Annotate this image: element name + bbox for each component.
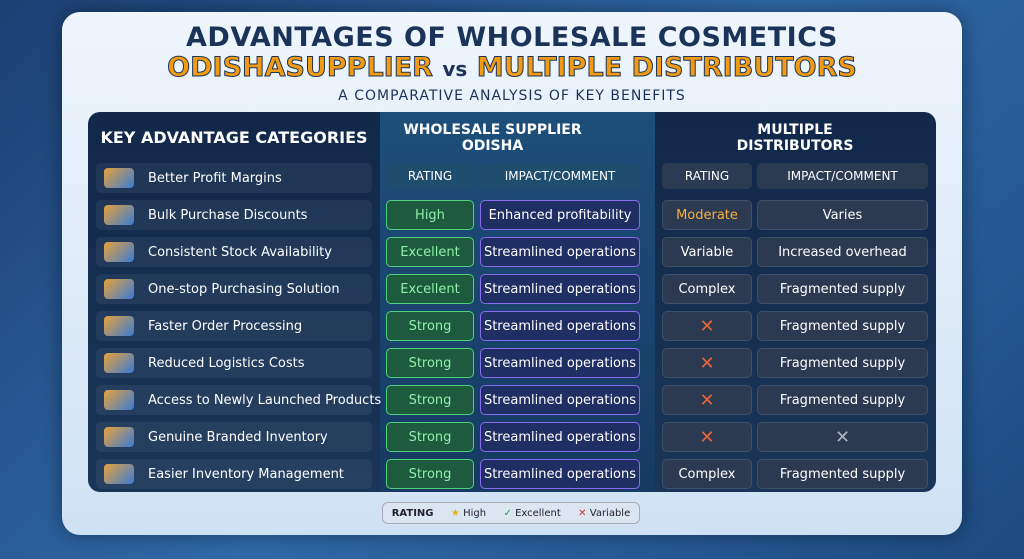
title: ADVANTAGES OF WHOLESALE COSMETICS	[186, 22, 838, 53]
table-cell: Strong	[386, 385, 474, 415]
legend-label: Variable	[589, 507, 631, 519]
table-cell: Strong	[386, 459, 474, 489]
icon	[104, 242, 134, 262]
icon	[104, 390, 134, 410]
table-cell: Streamlined operations	[480, 422, 640, 452]
table-cell: Enhanced profitability	[480, 200, 640, 230]
table-cell: Increased overhead	[757, 237, 928, 267]
icon	[104, 168, 134, 188]
legend-item: ✕ Variable	[578, 507, 631, 519]
table-cell: ✕	[757, 422, 928, 452]
table-cell: Fragmented supply	[757, 459, 928, 489]
icon	[104, 205, 134, 225]
category: Access to Newly Launched Products	[96, 385, 381, 415]
category: Better Profit Margins	[96, 163, 372, 193]
table-cell: High	[386, 200, 474, 230]
table-cell: Excellent	[386, 274, 474, 304]
table-cell: Fragmented supply	[757, 385, 928, 415]
table-cell: Strong	[386, 311, 474, 341]
table-cell: Strong	[386, 348, 474, 378]
category: Faster Order Processing	[96, 311, 372, 341]
icon	[104, 353, 134, 373]
category-header: KEY ADVANTAGE CATEGORIES	[100, 128, 368, 147]
title-part: MULTIPLE DISTRIBUTORS	[476, 52, 857, 84]
table-cell: Streamlined operations	[480, 459, 640, 489]
table-cell: Moderate	[662, 200, 752, 230]
table-cell: Streamlined operations	[480, 311, 640, 341]
title-line2: ODISHASUPPLIER vs MULTIPLE DISTRIBUTORS	[62, 52, 962, 84]
table-cell: Streamlined operations	[480, 385, 640, 415]
category: Consistent Stock Availability	[96, 237, 372, 267]
icon	[104, 427, 134, 447]
column-header: RATING	[386, 163, 474, 189]
title-part: ODISHASUPPLIER	[167, 52, 434, 84]
column-header: RATING	[662, 163, 752, 189]
legend-item: ✓ Excellent	[503, 507, 561, 519]
legend-item: ★ High	[450, 507, 487, 519]
table-cell: ✕	[662, 348, 752, 378]
table-cell: Streamlined operations	[480, 237, 640, 267]
table-cell: Streamlined operations	[480, 274, 640, 304]
group-title: WHOLESALE SUPPLIER ODISHA	[403, 122, 582, 154]
table-cell: Complex	[662, 274, 752, 304]
table-cell: Streamlined operations	[480, 348, 640, 378]
table-cell: Strong	[386, 422, 474, 452]
table-cell: Fragmented supply	[757, 274, 928, 304]
category: Easier Inventory Management	[96, 459, 372, 489]
table-cell: Fragmented supply	[757, 348, 928, 378]
category: Reduced Logistics Costs	[96, 348, 372, 378]
table-cell: Varies	[757, 200, 928, 230]
category: One-stop Purchasing Solution	[96, 274, 372, 304]
table-cell: ✕	[662, 422, 752, 452]
column-header: IMPACT/COMMENT	[480, 163, 640, 189]
table-cell: Excellent	[386, 237, 474, 267]
icon	[104, 464, 134, 484]
icon	[104, 316, 134, 336]
legend-label: Excellent	[515, 507, 561, 519]
category: Genuine Branded Inventory	[96, 422, 372, 452]
legend-title: RATING	[391, 507, 434, 519]
table-cell: Complex	[662, 459, 752, 489]
column-header: IMPACT/COMMENT	[757, 163, 928, 189]
icon	[104, 279, 134, 299]
legend-label: High	[463, 507, 487, 519]
table-cell: Fragmented supply	[757, 311, 928, 341]
subtitle: A COMPARATIVE ANALYSIS OF KEY BENEFITS	[338, 88, 686, 104]
table-cell: Variable	[662, 237, 752, 267]
group-title: MULTIPLE DISTRIBUTORS	[736, 122, 854, 154]
category: Bulk Purchase Discounts	[96, 200, 372, 230]
legend: RATING ★ High ✓ Excellent ✕ Variable	[382, 502, 640, 524]
table-cell: ✕	[662, 385, 752, 415]
title-vs: vs	[442, 57, 468, 81]
table-cell: ✕	[662, 311, 752, 341]
